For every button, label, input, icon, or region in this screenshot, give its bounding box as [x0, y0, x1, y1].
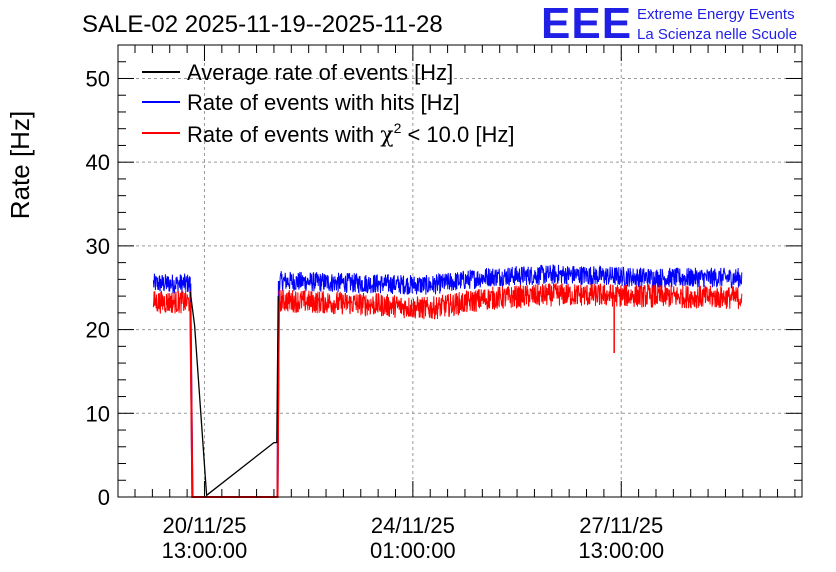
- series-hits-segment-1: [278, 264, 743, 295]
- grid: [118, 45, 802, 497]
- y-tick-labels: 0 10 20 30 40 50: [86, 66, 110, 510]
- x-tick-label-date-2: 27/11/25: [579, 513, 663, 538]
- y-tick-label-10: 10: [86, 401, 110, 426]
- logo-line2: La Scienza nelle Scuole: [637, 26, 797, 43]
- y-axis-label: Rate [Hz]: [5, 111, 35, 219]
- x-tick-label-time-1: 01:00:00: [370, 538, 456, 563]
- legend-label-chi2: Rate of events with χ2 < 10.0 [Hz]: [187, 120, 514, 148]
- x-tick-label-date-0: 20/11/25: [162, 513, 246, 538]
- series-average-line: [189, 291, 279, 497]
- legend-chi2-suffix: < 10.0 [Hz]: [401, 122, 514, 147]
- legend-label-average: Average rate of events [Hz]: [187, 60, 453, 85]
- y-tick-label-30: 30: [86, 234, 110, 259]
- legend: Average rate of events [Hz] Rate of even…: [142, 60, 514, 148]
- legend-chi2-sup: 2: [394, 120, 402, 136]
- legend-chi2-symbol: χ: [380, 123, 393, 148]
- logo-letters: EEE: [541, 0, 632, 48]
- x-tick-label-time-2: 13:00:00: [578, 538, 664, 563]
- axes: [117, 44, 803, 498]
- x-tick-label-time-0: 13:00:00: [162, 538, 248, 563]
- y-tick-label-50: 50: [86, 66, 110, 91]
- plot-frame: [117, 44, 803, 498]
- eee-logo: EEE Extreme Energy Events La Scienza nel…: [541, 0, 797, 48]
- y-tick-label-20: 20: [86, 318, 110, 343]
- y-tick-label-0: 0: [98, 485, 110, 510]
- legend-chi2-prefix: Rate of events with: [187, 122, 380, 147]
- x-tick-label-date-1: 24/11/25: [371, 513, 455, 538]
- chart-title: SALE-02 2025-11-19--2025-11-28: [82, 11, 443, 38]
- legend-label-hits: Rate of events with hits [Hz]: [187, 90, 460, 115]
- x-tick-labels: 20/11/2513:00:0024/11/2501:00:0027/11/25…: [162, 513, 664, 563]
- series-chi2-segment-1: [278, 283, 743, 320]
- series-hits-segment-0: [152, 273, 191, 294]
- series-chi2-segment-0: [152, 290, 191, 314]
- y-tick-label-40: 40: [86, 150, 110, 175]
- logo-line1: Extreme Energy Events: [637, 6, 795, 23]
